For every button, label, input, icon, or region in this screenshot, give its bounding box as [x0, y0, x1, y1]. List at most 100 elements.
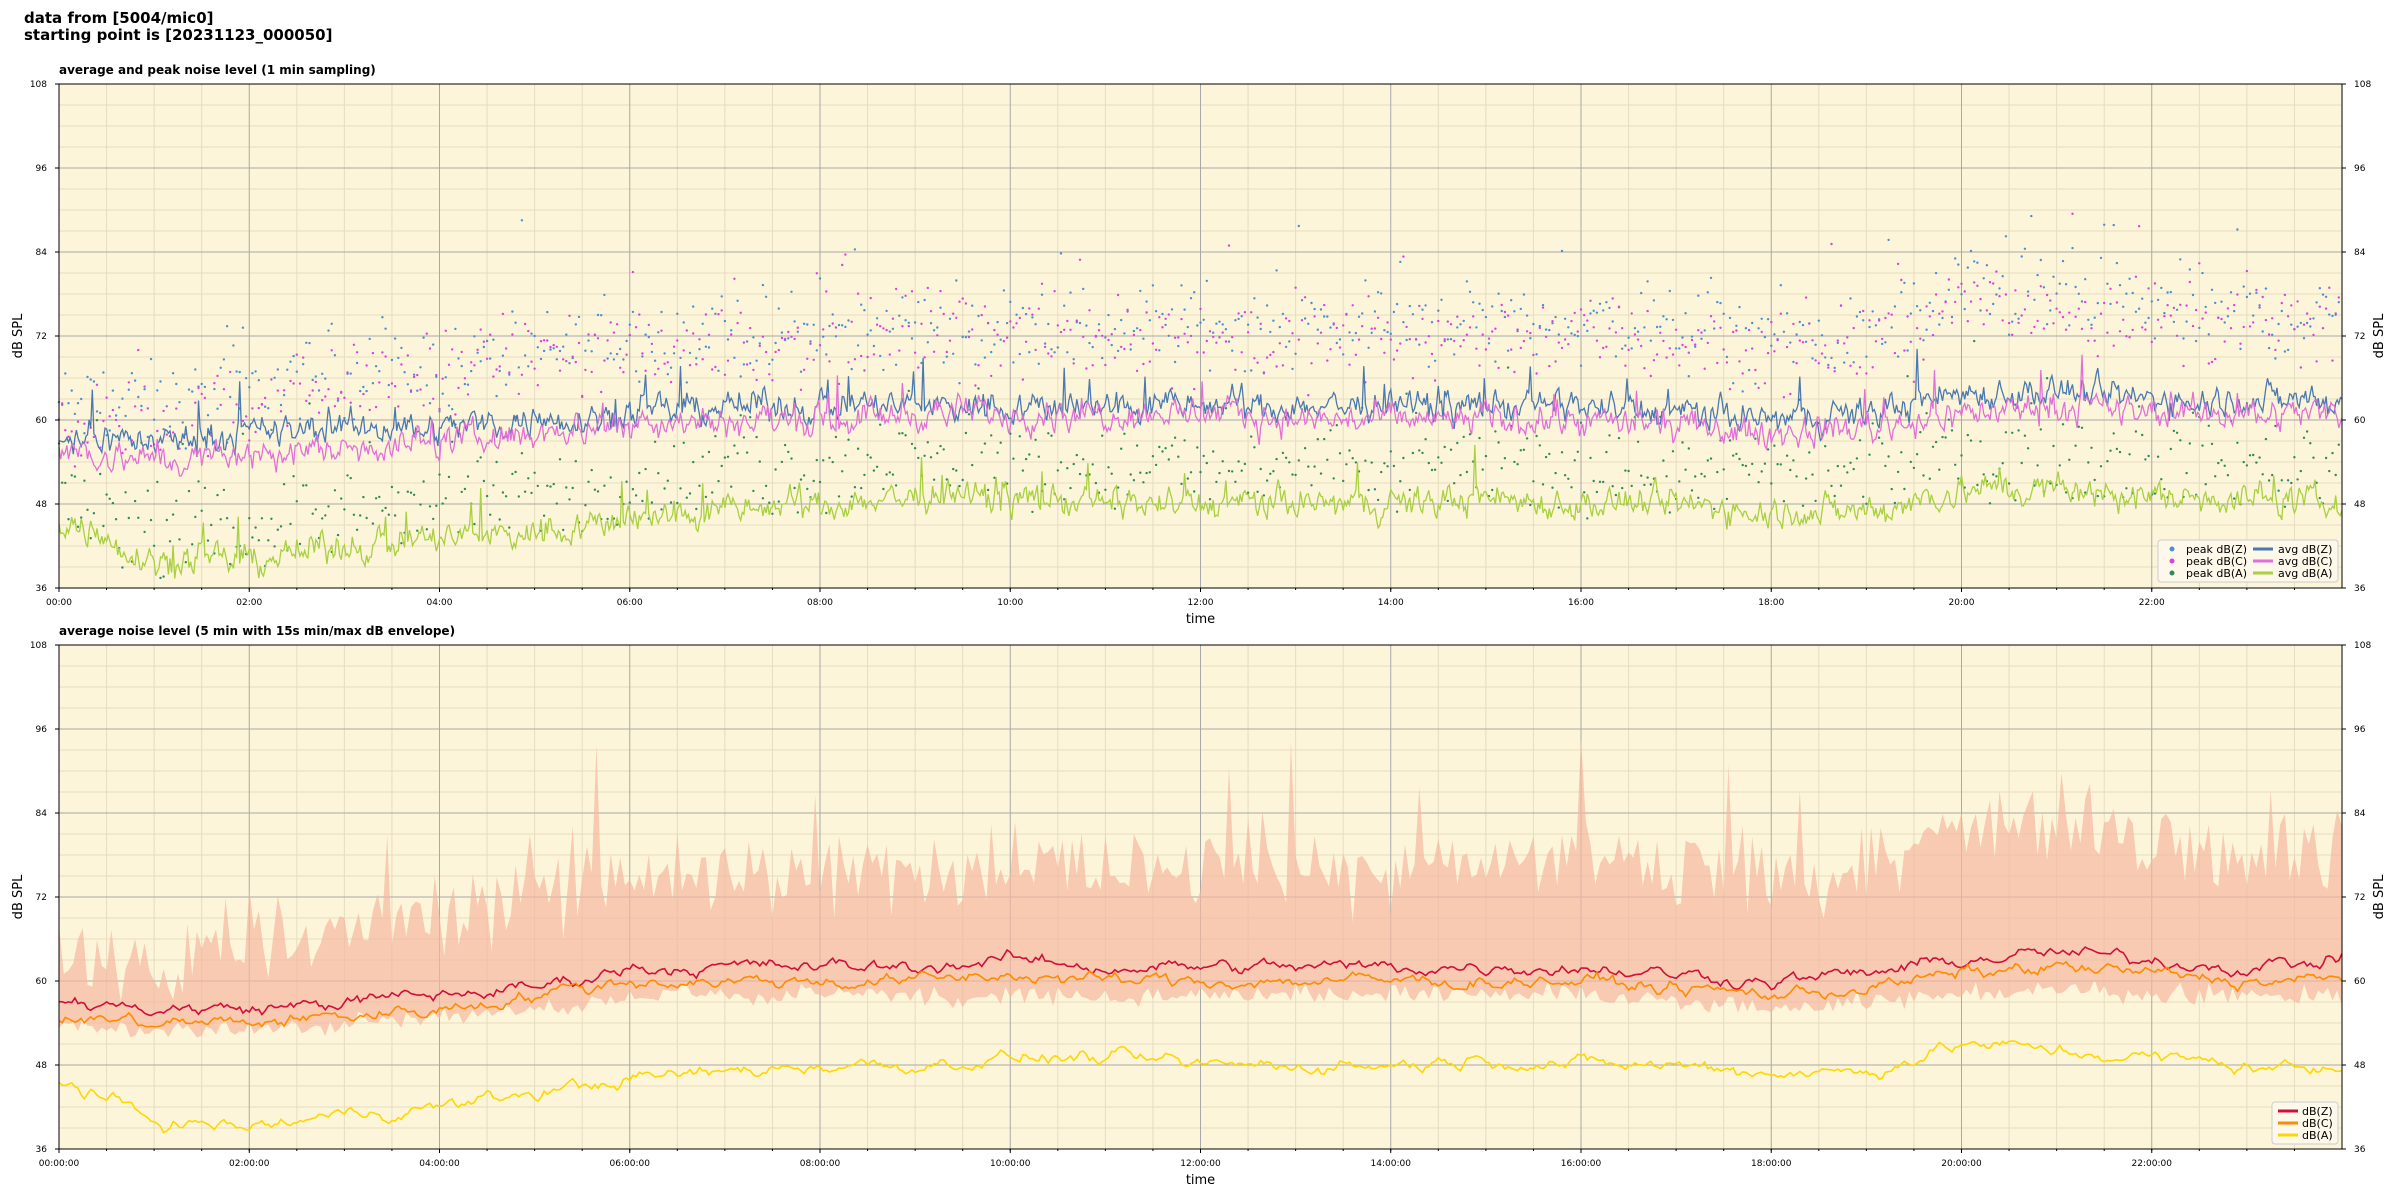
peak-point — [860, 486, 863, 490]
peak-point — [432, 343, 435, 346]
peak-point — [1005, 321, 1009, 325]
peak-point — [733, 277, 736, 280]
peak-point — [777, 307, 780, 310]
peak-point — [1804, 477, 1808, 480]
peak-point — [2255, 461, 2258, 464]
peak-point — [83, 422, 86, 425]
legend-label: avg dB(A) — [2278, 567, 2332, 580]
peak-point — [2283, 293, 2287, 297]
peak-point — [1037, 307, 1041, 310]
peak-point — [2283, 350, 2287, 353]
peak-point — [1931, 333, 1935, 337]
peak-point — [248, 517, 251, 520]
peak-point — [1735, 324, 1738, 327]
peak-point — [324, 395, 327, 398]
peak-point — [1846, 336, 1849, 339]
peak-point — [783, 337, 787, 341]
peak-point — [1690, 338, 1694, 342]
peak-point — [2264, 287, 2268, 290]
peak-point — [1164, 447, 1167, 450]
peak-point — [1576, 330, 1580, 333]
peak-point — [273, 545, 276, 548]
peak-point — [1903, 281, 1906, 285]
peak-point — [1253, 446, 1256, 449]
peak-point — [2331, 314, 2334, 318]
peak-point — [1329, 429, 1332, 432]
peak-point — [1354, 353, 1358, 356]
peak-point — [321, 517, 324, 520]
peak-point — [492, 484, 495, 487]
peak-point — [955, 469, 958, 472]
peak-point — [1440, 344, 1443, 347]
peak-point — [1310, 301, 1313, 305]
peak-point — [1833, 366, 1836, 370]
peak-point — [393, 337, 397, 340]
peak-point — [2248, 454, 2252, 457]
peak-point — [181, 421, 184, 424]
peak-point — [793, 337, 796, 341]
peak-point — [1380, 292, 1383, 295]
peak-point — [2210, 360, 2214, 364]
peak-point — [381, 316, 384, 319]
peak-point — [419, 503, 422, 506]
peak-point — [1116, 293, 1120, 297]
peak-point — [2007, 333, 2011, 336]
peak-point — [1402, 321, 1405, 324]
peak-point — [634, 494, 638, 497]
peak-point — [1294, 473, 1297, 477]
peak-point — [254, 370, 257, 373]
peak-point — [1275, 269, 1278, 272]
peak-point — [1449, 448, 1453, 451]
peak-point — [812, 323, 815, 326]
peak-point — [1684, 312, 1687, 315]
peak-point — [432, 517, 435, 521]
peak-point — [2137, 225, 2141, 228]
peak-point — [1979, 297, 1982, 301]
peak-point — [2293, 456, 2296, 459]
x-tick-label: 04:00 — [427, 598, 453, 608]
peak-point — [1040, 293, 1044, 296]
peak-point — [761, 497, 765, 500]
peak-point — [1173, 436, 1177, 439]
peak-point — [1830, 242, 1833, 246]
peak-point — [460, 364, 463, 368]
peak-point — [1167, 458, 1171, 461]
peak-point — [2030, 214, 2033, 218]
peak-point — [875, 323, 879, 326]
peak-point — [482, 479, 486, 483]
peak-point — [596, 313, 600, 317]
peak-point — [1047, 432, 1050, 435]
peak-point — [625, 353, 628, 356]
peak-point — [764, 295, 768, 298]
peak-point — [1414, 411, 1418, 415]
peak-point — [1075, 453, 1079, 457]
legend-label: peak dB(C) — [2186, 555, 2247, 568]
peak-point — [1307, 394, 1310, 397]
peak-point — [1519, 307, 1523, 311]
peak-point — [1497, 292, 1500, 295]
peak-point — [1636, 440, 1640, 443]
peak-point — [1456, 326, 1459, 329]
peak-point — [2179, 439, 2182, 442]
peak-point — [1183, 439, 1186, 442]
peak-point — [771, 358, 774, 361]
peak-point — [1858, 310, 1862, 314]
peak-point — [1624, 469, 1627, 472]
peak-point — [2261, 295, 2264, 299]
y-tick-label-right: 36 — [2354, 584, 2366, 594]
peak-point — [653, 373, 657, 376]
peak-point — [993, 476, 996, 479]
peak-point — [1808, 322, 1811, 325]
peak-point — [1310, 362, 1313, 365]
peak-point — [1357, 338, 1361, 341]
peak-point — [711, 307, 714, 310]
peak-point — [305, 341, 308, 344]
peak-point — [1021, 306, 1025, 310]
peak-point — [1262, 494, 1266, 497]
peak-point — [1814, 359, 1817, 362]
peak-point — [124, 491, 127, 494]
peak-point — [241, 326, 245, 329]
peak-point — [1218, 320, 1221, 323]
peak-point — [2011, 431, 2014, 434]
peak-point — [257, 379, 260, 382]
